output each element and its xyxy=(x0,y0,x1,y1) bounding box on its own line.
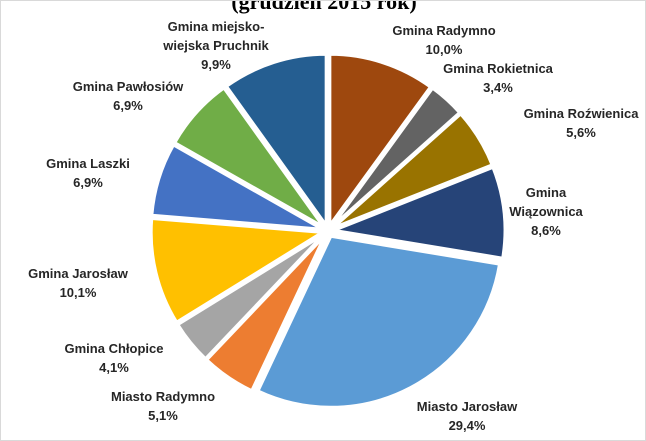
slice-label-6: Miasto Radymno 5,1% xyxy=(111,387,215,425)
slice-value: 6,9% xyxy=(73,175,103,190)
slice-label-4: Gmina Wiązownica 8,6% xyxy=(509,183,583,240)
pie-slice-6 xyxy=(205,234,327,393)
slice-name: Gmina Roźwienica xyxy=(523,106,639,121)
slice-name: Gmina Rokietnica xyxy=(443,61,553,76)
slice-label-11: Gmina miejsko-wiejska Pruchnik 9,9% xyxy=(163,17,269,74)
slice-value: 4,1% xyxy=(99,360,129,375)
slice-name: Miasto Jarosław xyxy=(416,399,518,414)
chart-title: (grudzień 2015 rok) xyxy=(231,0,417,14)
slice-name: wiejska Pruchnik xyxy=(163,38,269,53)
slice-label-8: Gmina Jarosław 10,1% xyxy=(28,264,128,302)
pie-slice-3 xyxy=(331,112,494,230)
slice-name: Gmina Laszki xyxy=(46,156,130,171)
slice-name: Wiązownica xyxy=(509,204,583,219)
slice-value: 8,6% xyxy=(531,223,561,238)
slice-value: 10,1% xyxy=(59,285,97,300)
slice-value: 6,9% xyxy=(113,98,143,113)
slice-label-7: Gmina Chłopice 4,1% xyxy=(65,339,164,377)
slice-value: 3,4% xyxy=(483,80,513,95)
slice-label-3: Gmina Roźwienica 5,6% xyxy=(524,104,639,142)
pie-slice-8 xyxy=(149,216,324,324)
slice-label-5: Miasto Jarosław 29,4% xyxy=(417,397,517,435)
slice-label-1: Gmina Radymno 10,0% xyxy=(392,21,495,59)
slice-name: Gmina Radymno xyxy=(392,23,496,38)
slice-name: Gmina Chłopice xyxy=(64,341,164,356)
slice-value: 9,9% xyxy=(201,57,231,72)
pie-slice-10 xyxy=(173,86,326,229)
slice-name: Miasto Radymno xyxy=(110,389,216,404)
slice-value: 5,1% xyxy=(148,408,178,423)
slice-name: Gmina xyxy=(525,185,567,200)
slice-name: Gmina Jarosław xyxy=(28,266,128,281)
slice-value: 29,4% xyxy=(448,418,486,433)
pie-slice-11 xyxy=(225,52,328,227)
pie-slice-5 xyxy=(256,234,502,409)
slice-value: 5,6% xyxy=(566,125,596,140)
slice-name: Gmina miejsko- xyxy=(167,19,265,34)
slice-label-2: Gmina Rokietnica 3,4% xyxy=(443,59,553,97)
pie-slice-9 xyxy=(150,143,324,231)
slice-label-10: Gmina Pawłosiów 6,9% xyxy=(73,77,184,115)
pie-slice-2 xyxy=(330,86,462,229)
pie-slice-4 xyxy=(332,165,507,260)
slice-value: 10,0% xyxy=(425,42,463,57)
pie-slice-7 xyxy=(176,233,325,361)
slice-label-9: Gmina Laszki 6,9% xyxy=(46,154,130,192)
pie-slice-1 xyxy=(328,52,432,227)
slice-name: Gmina Pawłosiów xyxy=(72,79,184,94)
